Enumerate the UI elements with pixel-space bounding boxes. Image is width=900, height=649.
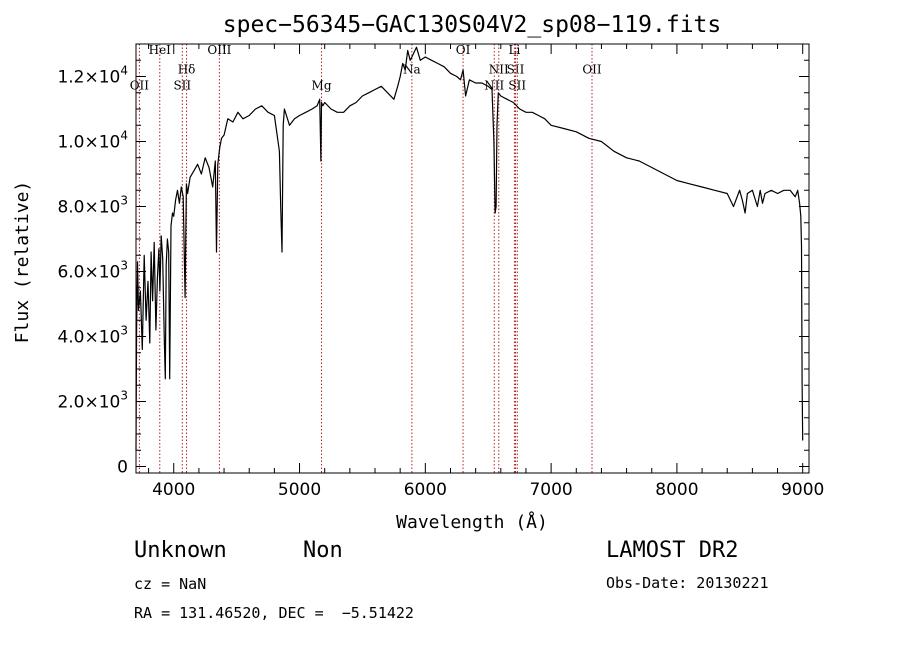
x-tick-label: 4000	[152, 480, 195, 500]
plot-area	[135, 46, 804, 451]
spectral-line-label: HeI	[149, 43, 172, 57]
y-tick-label: 2.0×103	[57, 389, 128, 413]
survey-name: LAMOST DR2	[606, 538, 739, 563]
y-tick-label: 0	[117, 458, 128, 478]
spectral-line-label: OII	[582, 62, 602, 76]
chart-title: spec−56345−GAC130S04V2_sp08−119.fits	[223, 12, 722, 38]
y-tick-label: 4.0×103	[57, 324, 128, 348]
spectral-line-label: SII	[173, 79, 191, 93]
spectral-line-label: Li	[508, 43, 520, 57]
spectral-line-label: SII	[507, 62, 525, 76]
spectral-line-markers: OII HeI SII Hδ OIII Mg Na OI NII NII Li SII SII OII	[130, 43, 602, 473]
spectral-line-label: NII	[489, 62, 509, 76]
object-class: Unknown	[134, 538, 227, 563]
spectrum-line	[135, 46, 804, 451]
x-tick-label: 7000	[529, 480, 572, 500]
spectral-line-label: NII	[484, 79, 504, 93]
y-tick-label: 1.0×104	[57, 129, 128, 153]
ra-dec: RA = 131.46520, DEC = −5.51422	[134, 604, 414, 622]
spectral-line-label: SII	[508, 79, 526, 93]
redshift-cz: cz = NaN	[134, 575, 207, 593]
obs-date: Obs-Date: 20130221	[606, 574, 769, 592]
x-tick-label: 5000	[278, 480, 321, 500]
y-tick-label: 1.2×104	[57, 64, 128, 88]
y-tick-label: 6.0×103	[57, 259, 128, 283]
spectral-line-label: Mg	[312, 79, 332, 93]
y-axis-label: Flux (relative)	[12, 181, 33, 344]
axes: 4000 5000 6000 7000 8000 9000 0 2.0×103 4.0×103 6…	[57, 43, 824, 500]
plot-frame	[135, 43, 810, 474]
x-tick-label: 9000	[781, 480, 824, 500]
object-subclass: Non	[303, 538, 343, 563]
x-tick-label: 8000	[655, 480, 698, 500]
spectral-line-label: OII	[130, 79, 150, 93]
spectral-line-label: OIII	[207, 43, 231, 57]
y-tick-label: 8.0×103	[57, 194, 128, 218]
spectral-line-label: Na	[403, 62, 421, 76]
x-axis-label: Wavelength (Å)	[396, 511, 548, 533]
spectral-line-label: OI	[456, 43, 471, 57]
spectral-line-label: Hδ	[178, 62, 196, 76]
x-tick-label: 6000	[404, 480, 447, 500]
